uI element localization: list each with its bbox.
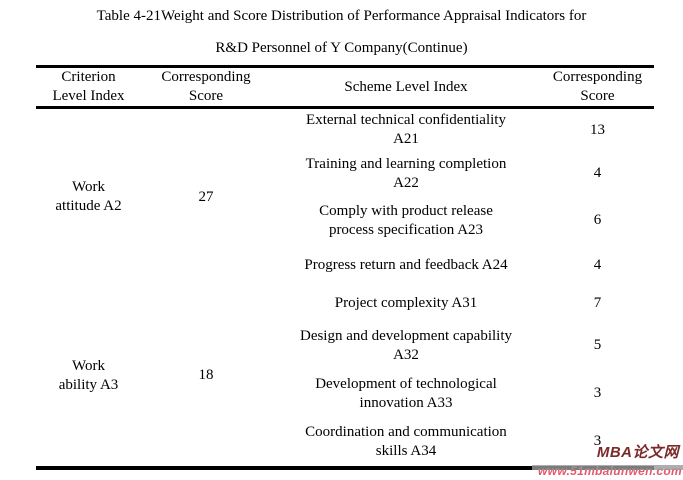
scheme-cell-a31: Project complexity A31 [271, 286, 541, 322]
scheme-line: Progress return and feedback A24 [304, 257, 508, 273]
scheme-cell-a21: External technical confidentiality A21 [271, 108, 541, 152]
table-row: Work ability A3 18 Project complexity A3… [36, 286, 654, 393]
criterion-score-cell-a3: 18 [198, 367, 214, 383]
header-corresponding-score-1: Corresponding Score [141, 67, 271, 108]
scheme-line: A32 [393, 346, 419, 363]
header-line: Score [580, 88, 615, 104]
scheme-cell-a23: Comply with product release process spec… [271, 196, 541, 246]
header-row: Criterion Level Index Corresponding Scor… [36, 67, 654, 108]
criterion-line: Work [72, 357, 105, 374]
header-line: Level Index [52, 88, 125, 104]
criterion-line: attitude A2 [55, 198, 122, 215]
criterion-cell-a3: Work ability A3 [36, 286, 141, 468]
scheme-line: Development of technological [315, 375, 497, 392]
scheme-line: External technical confidentiality [306, 112, 506, 129]
table-row: Progress return and feedback A24 4 [36, 246, 654, 286]
scheme-line: process specification A23 [328, 221, 484, 238]
criterion-score-cell-a2: 27 [198, 188, 214, 205]
scheme-score-cell-a31: 7 [593, 295, 602, 311]
table-row: Design and development capability A32 5 [36, 322, 654, 370]
scheme-cell-a34: Coordination and communication skills A3… [271, 418, 541, 468]
header-line: Score [188, 88, 224, 104]
scheme-score-cell-a34: 3 [593, 433, 602, 449]
scheme-line: skills A34 [375, 442, 437, 459]
watermark-url-wrap: www.51mbalunwen.com [532, 462, 683, 480]
criterion-line: ability A3 [58, 376, 119, 393]
header-line: Corresponding [161, 69, 251, 85]
watermark-stripe [532, 465, 683, 470]
header-criterion-level-index: Criterion Level Index [36, 67, 141, 108]
scheme-score-cell-a32: 5 [593, 337, 602, 353]
header-line: Scheme Level Index [344, 78, 468, 95]
scheme-cell-a24: Progress return and feedback A24 [271, 246, 541, 286]
scheme-line: Comply with product release [319, 202, 493, 219]
table-row: Development of technological innovation … [36, 370, 654, 418]
criterion-line: Work [72, 179, 105, 196]
header-corresponding-score-2: Corresponding Score [541, 67, 654, 108]
table-row: Training and learning completion A22 4 [36, 152, 654, 196]
scheme-line: innovation A33 [359, 394, 453, 411]
criterion-cell-a2: Work attitude A2 [36, 108, 141, 286]
watermark-brand-text: MBA论文网 [596, 444, 679, 461]
scheme-line: A21 [393, 131, 419, 148]
watermark: MBA论文网 www.51mbalunwen.com [532, 444, 683, 480]
appraisal-table: Criterion Level Index Corresponding Scor… [36, 65, 654, 470]
scheme-cell-a32: Design and development capability A32 [271, 322, 541, 370]
table-row: Comply with product release process spec… [36, 196, 654, 246]
scheme-line: Design and development capability [299, 327, 513, 344]
scheme-score-cell-a23: 6 [593, 212, 602, 228]
scheme-line: A22 [393, 174, 419, 191]
scheme-line: Project complexity A31 [334, 295, 478, 311]
table-title-line2: R&D Personnel of Y Company(Continue) [215, 40, 468, 56]
scheme-score-cell-a33: 3 [593, 385, 602, 401]
header-line: Corresponding [552, 69, 643, 85]
table-title-line1: Table 4-21Weight and Score Distribution … [96, 8, 587, 24]
scheme-line: Coordination and communication [305, 423, 507, 440]
scheme-cell-a33: Development of technological innovation … [271, 370, 541, 418]
table-row: Coordination and communication skills A3… [36, 418, 654, 468]
header-scheme-level-index: Scheme Level Index [271, 67, 541, 108]
scheme-score-cell-a21: 13 [590, 121, 605, 138]
scheme-line: Training and learning completion [305, 155, 507, 172]
scheme-score-cell-a24: 4 [593, 257, 602, 273]
scheme-cell-a22: Training and learning completion A22 [271, 152, 541, 196]
table-row: Work attitude A2 27 External technical c… [36, 108, 654, 214]
scheme-score-cell-a22: 4 [593, 165, 602, 181]
header-line: Criterion [61, 69, 116, 85]
